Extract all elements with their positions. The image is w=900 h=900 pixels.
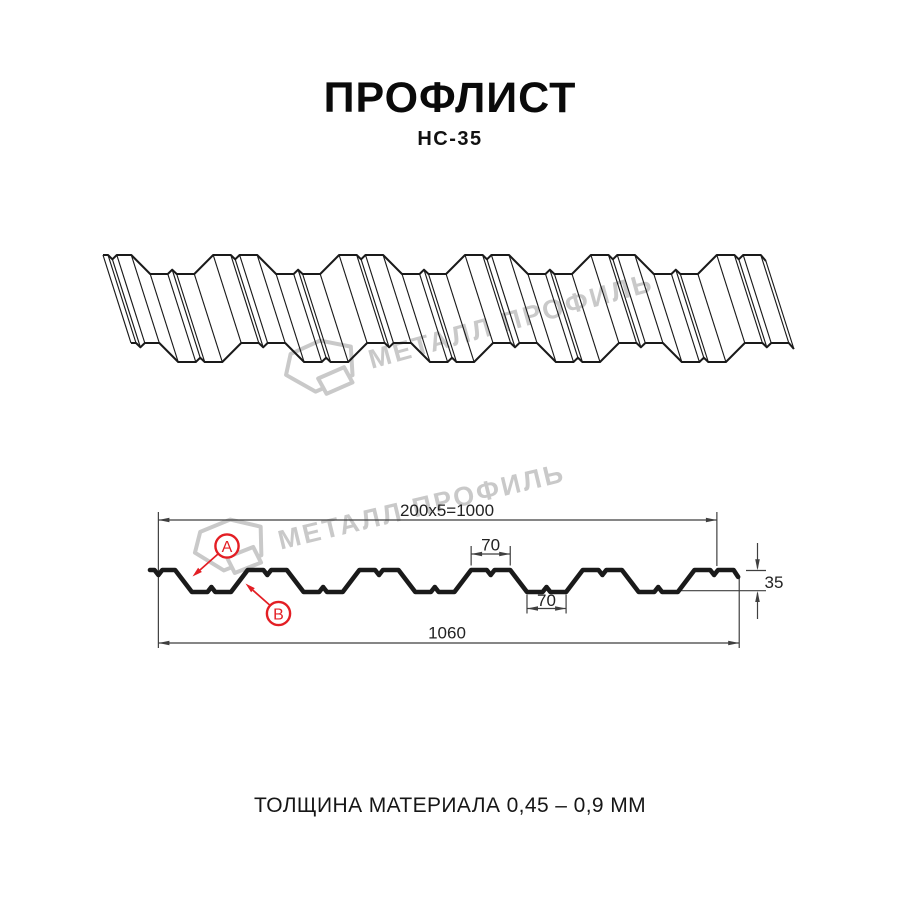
brand-logo-fold-icon [224, 544, 264, 575]
page-title: ПРОФЛИСТ [323, 74, 577, 122]
dim-rib-top-width-label: 70 [481, 536, 500, 555]
marker-a-arrowhead-icon [192, 567, 202, 577]
dim-profile-height-label: 35 [765, 573, 784, 592]
dim-overall-width-label: 1060 [428, 624, 466, 643]
profile-model-subtitle: НС-35 [417, 128, 483, 150]
dim-module-width-label: 200x5=1000 [400, 501, 494, 520]
dim-rib-bottom-width-label: 70 [537, 591, 556, 610]
watermark-bottom: МЕТАЛЛ ПРОФИЛЬ [192, 458, 568, 575]
marker-b-circle [265, 600, 292, 627]
brand-logo-icon [284, 338, 355, 394]
marker-b-arrow-line [252, 589, 271, 606]
watermark-text: МЕТАЛЛ ПРОФИЛЬ [365, 267, 657, 375]
sheet-3d-view [102, 254, 795, 363]
marker-a-arrow-line [199, 552, 219, 571]
marker-b-label: B [273, 606, 284, 623]
cross-section-profile [147, 567, 741, 595]
dimension-annotations [157, 512, 766, 648]
brand-logo-fold-icon [316, 365, 355, 396]
marker-a-circle [214, 533, 240, 559]
marker-a-label: A [222, 539, 233, 556]
material-thickness-note: ТОЛЩИНА МАТЕРИАЛА 0,45 – 0,9 ММ [253, 794, 647, 817]
marker-b-arrowhead-icon [245, 583, 255, 593]
marker-annotations: A B [192, 533, 292, 627]
